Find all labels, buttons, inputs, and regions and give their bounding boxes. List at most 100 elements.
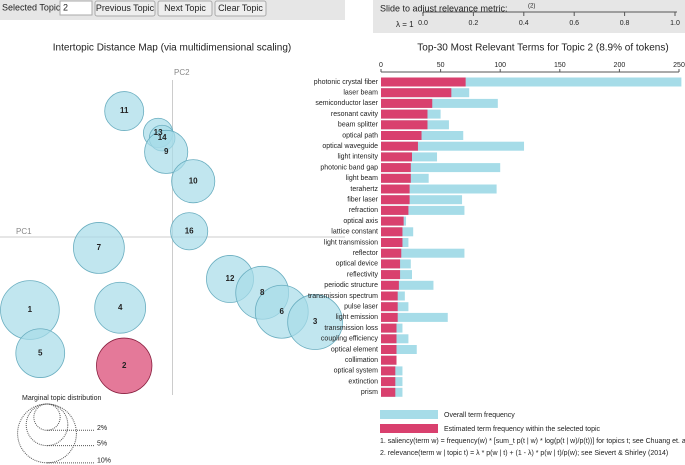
- slider-tick-label: 0.8: [620, 20, 630, 27]
- bar: [381, 131, 422, 140]
- button[interactable]: [94, 0, 156, 17]
- term-label[interactable]: optical axis: [343, 218, 378, 225]
- topic-bubble[interactable]: [170, 212, 209, 251]
- term-label[interactable]: coupling efficiency: [321, 336, 379, 343]
- topic-label: 12: [226, 274, 235, 283]
- topic-bubble[interactable]: [144, 129, 189, 174]
- bar: [381, 238, 403, 247]
- topic-bubble[interactable]: [104, 91, 145, 131]
- bar: [381, 302, 398, 312]
- term-label[interactable]: photonic crystal fiber: [314, 79, 379, 86]
- topic-label: 8: [260, 288, 265, 297]
- button[interactable]: [214, 0, 267, 17]
- bar: [381, 312, 448, 322]
- button-label[interactable]: Clear Topic: [218, 3, 263, 13]
- bar: [381, 109, 428, 119]
- term-label[interactable]: light emission: [336, 314, 379, 321]
- term-label[interactable]: collimation: [345, 357, 378, 364]
- term-label[interactable]: laser beam: [343, 90, 378, 97]
- term-label[interactable]: optical device: [336, 261, 379, 268]
- bar: [381, 131, 464, 140]
- bar: [381, 98, 433, 108]
- term-label[interactable]: beam splitter: [338, 122, 379, 129]
- bar: [381, 205, 465, 215]
- slider-note: (2): [528, 4, 535, 10]
- topic-label: 1: [28, 305, 33, 314]
- topic-bubble[interactable]: [94, 281, 147, 334]
- term-label[interactable]: lattice constant: [331, 229, 378, 236]
- topic-label: Selected Topic:: [2, 2, 63, 12]
- term-label[interactable]: transmission loss: [324, 325, 378, 332]
- bar: [381, 248, 465, 258]
- term-label[interactable]: light transmission: [324, 239, 378, 246]
- topic-bubble[interactable]: [287, 294, 343, 350]
- bar: [381, 259, 401, 269]
- topic-label: 10: [189, 176, 198, 185]
- bar: [381, 355, 397, 365]
- chart-title: Top-30 Most Relevant Terms for Topic 2 (…: [417, 43, 668, 54]
- chart-title: Intertopic Distance Map (via multidimens…: [53, 43, 291, 54]
- x-axis-label: PC1: [16, 227, 32, 236]
- x-tick-label: 100: [494, 62, 506, 69]
- topic-label: 6: [280, 307, 285, 316]
- legend-label: Overall term frequency: [444, 412, 515, 419]
- term-label[interactable]: reflectivity: [347, 271, 379, 278]
- button-label[interactable]: Previous Topic: [96, 3, 155, 13]
- term-label[interactable]: optical system: [334, 368, 379, 375]
- topic-label: 7: [97, 243, 102, 252]
- topic-label: 14: [158, 133, 167, 142]
- term-label[interactable]: prism: [361, 389, 378, 396]
- bar: [381, 141, 525, 151]
- topic-bubble[interactable]: [171, 159, 216, 204]
- footnote: 2. relevance(term w | topic t) = λ * p(w…: [380, 450, 668, 457]
- bar: [381, 195, 410, 205]
- term-label[interactable]: photonic band gap: [320, 164, 378, 171]
- bar: [381, 163, 411, 173]
- term-label[interactable]: semiconductor laser: [315, 100, 378, 107]
- term-label[interactable]: transmission spectrum: [308, 293, 378, 300]
- bar: [381, 227, 403, 237]
- bar: [381, 88, 452, 98]
- bar: [381, 152, 412, 162]
- y-axis-label: PC2: [174, 68, 190, 77]
- bar: [381, 312, 398, 322]
- term-label[interactable]: light intensity: [338, 154, 379, 161]
- bar: [381, 216, 404, 226]
- term-label[interactable]: reflector: [353, 250, 379, 257]
- term-label[interactable]: optical waveguide: [322, 143, 378, 150]
- topic-bubble[interactable]: [96, 337, 153, 394]
- topic-bubble[interactable]: [73, 222, 125, 274]
- term-label[interactable]: refraction: [349, 207, 378, 214]
- bar: [381, 345, 417, 354]
- term-label[interactable]: optical element: [331, 346, 378, 353]
- bar: [381, 280, 434, 290]
- slider-panel: [373, 0, 685, 33]
- size-legend-label: 2%: [97, 425, 107, 432]
- term-label[interactable]: pulse laser: [344, 304, 379, 311]
- term-label[interactable]: fiber laser: [347, 197, 378, 204]
- bar: [381, 184, 410, 194]
- bar: [381, 366, 396, 376]
- topic-bubble[interactable]: [15, 328, 66, 378]
- legend-title: Marginal topic distribution: [22, 395, 101, 402]
- term-label[interactable]: periodic structure: [324, 282, 378, 289]
- topic-input[interactable]: [59, 0, 93, 16]
- term-label[interactable]: light beam: [346, 175, 378, 182]
- term-label[interactable]: extinction: [348, 378, 378, 385]
- legend-swatch: [380, 410, 438, 419]
- size-legend-label: 10%: [97, 458, 111, 465]
- x-tick-label: 250: [673, 62, 685, 69]
- x-tick-label: 200: [614, 62, 626, 69]
- term-label[interactable]: resonant cavity: [331, 111, 379, 118]
- bar: [381, 334, 397, 344]
- topic-label: 4: [118, 303, 123, 312]
- term-label[interactable]: optical path: [342, 132, 378, 139]
- bar: [381, 141, 418, 151]
- bar: [381, 377, 396, 387]
- bar: [381, 387, 396, 397]
- term-label[interactable]: terahertz: [350, 186, 378, 193]
- button-label[interactable]: Next Topic: [164, 3, 206, 13]
- button[interactable]: [157, 0, 213, 17]
- topic-value[interactable]: 2: [63, 2, 68, 12]
